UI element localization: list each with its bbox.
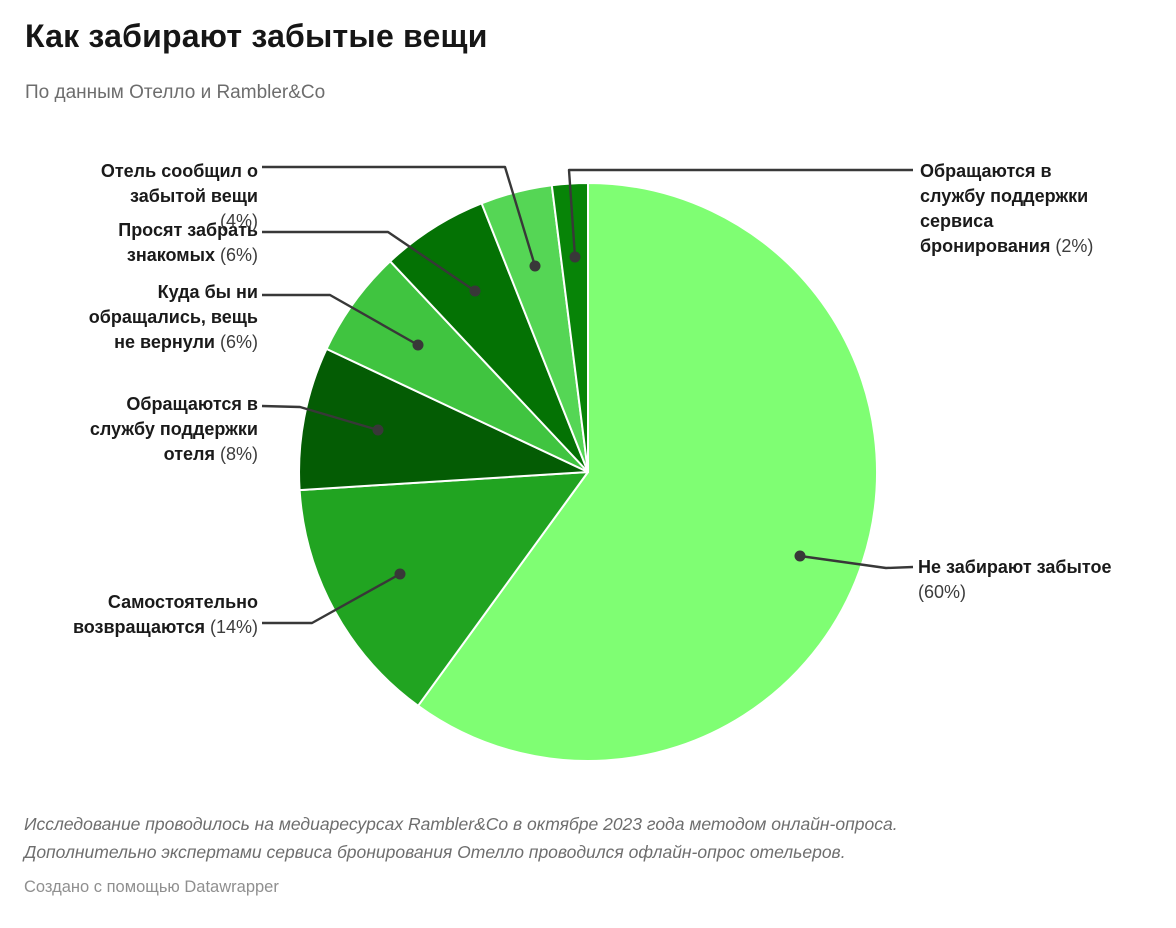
slice-label: Отель сообщил о забытой вещи (4%) xyxy=(88,159,258,234)
label-connector-line xyxy=(262,572,401,625)
slice-label: Просят забрать знакомых (6%) xyxy=(98,218,258,268)
label-connector-dot xyxy=(794,550,806,562)
slice-label-text: Отель сообщил о забытой вещи xyxy=(100,161,258,206)
label-connector-dot xyxy=(469,285,481,297)
label-connector-line xyxy=(261,404,379,432)
slice-label-text: Самостоятельно возвращаются xyxy=(72,592,258,637)
slice-label-percent: (6%) xyxy=(219,332,258,352)
label-connector-dot xyxy=(412,339,424,351)
slice-label-percent: (14%) xyxy=(209,617,258,637)
label-connector-line xyxy=(567,168,913,258)
label-connector-dot xyxy=(569,251,581,263)
slice-label: Не забирают забытое (60%) xyxy=(918,555,1118,605)
label-connector-dot xyxy=(394,568,406,580)
slice-label: Самостоятельно возвращаются (14%) xyxy=(20,590,258,640)
pie-slice[interactable] xyxy=(298,347,589,492)
slice-label-percent: (6%) xyxy=(219,245,258,265)
slice-label-text: Не забирают забытое xyxy=(918,557,1112,577)
footnote-line-2: Дополнительно экспертами сервиса брониро… xyxy=(24,842,846,862)
slice-label: Куда бы ни обращались, вещь не вернули (… xyxy=(68,280,258,355)
label-connector-line xyxy=(799,554,914,570)
label-connector-dot xyxy=(372,424,384,436)
slice-label-percent: (4%) xyxy=(219,211,258,231)
datawrapper-attribution[interactable]: Создано с помощью Datawrapper xyxy=(24,878,279,896)
label-connector-line xyxy=(262,293,419,347)
slice-label-text: Обращаются в службу поддержки сервиса бр… xyxy=(920,161,1089,256)
chart-title: Как забирают забытые вещи xyxy=(25,18,488,54)
slice-label-percent: (2%) xyxy=(1055,236,1094,256)
label-connector-dot xyxy=(529,260,541,272)
pie-slice[interactable] xyxy=(417,182,878,762)
slice-label-percent: (60%) xyxy=(918,582,967,602)
footnote-line-1: Исследование проводилось на медиаресурса… xyxy=(24,814,898,834)
slice-label: Обращаются в службу поддержки отеля (8%) xyxy=(88,392,258,467)
slice-label-text: Обращаются в службу поддержки отеля xyxy=(89,394,258,464)
slice-label: Обращаются в службу поддержки сервиса бр… xyxy=(920,159,1100,259)
slice-label-text: Просят забрать знакомых xyxy=(118,220,258,265)
slice-label-text: Куда бы ни обращались, вещь не вернули xyxy=(88,282,258,352)
slice-label-percent: (8%) xyxy=(219,444,258,464)
chart-subtitle: По данным Отелло и Rambler&Co xyxy=(25,82,326,103)
label-connector-line xyxy=(262,230,476,292)
label-connector-line xyxy=(262,165,537,267)
